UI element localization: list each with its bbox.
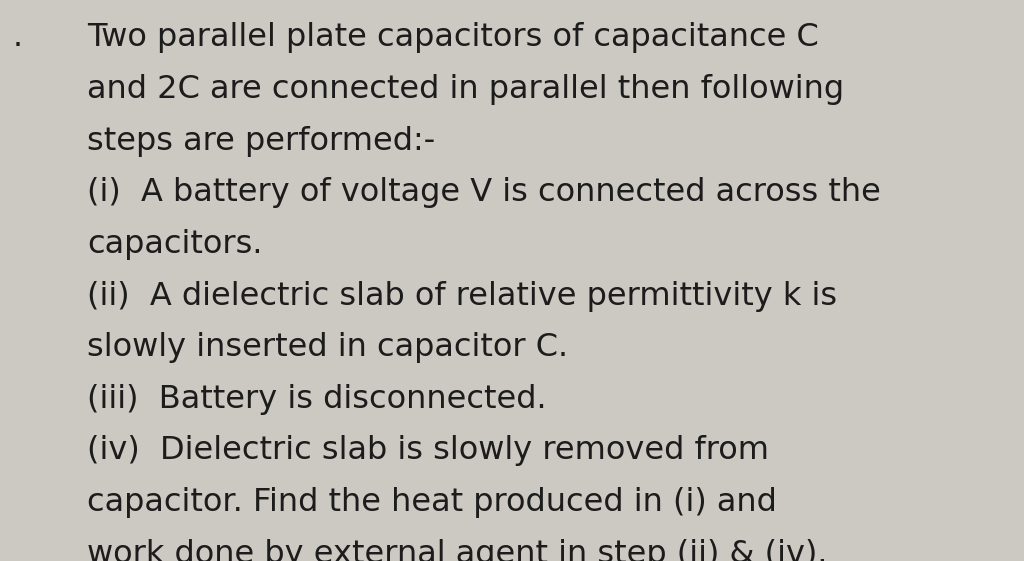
Text: (ii)  A dielectric slab of relative permittivity k is: (ii) A dielectric slab of relative permi… [87,280,838,311]
Text: (i)  A battery of voltage V is connected across the: (i) A battery of voltage V is connected … [87,177,881,208]
Text: capacitor. Find the heat produced in (i) and: capacitor. Find the heat produced in (i)… [87,487,777,518]
Text: capacitors.: capacitors. [87,229,262,260]
Text: (iii)  Battery is disconnected.: (iii) Battery is disconnected. [87,384,547,415]
Text: work done by external agent in step (ii) & (iv).: work done by external agent in step (ii)… [87,539,827,561]
Text: and 2C are connected in parallel then following: and 2C are connected in parallel then fo… [87,74,844,105]
Text: .: . [12,22,23,53]
Text: Two parallel plate capacitors of capacitance C: Two parallel plate capacitors of capacit… [87,22,819,53]
Text: slowly inserted in capacitor C.: slowly inserted in capacitor C. [87,332,568,363]
Text: (iv)  Dielectric slab is slowly removed from: (iv) Dielectric slab is slowly removed f… [87,435,769,466]
Text: steps are performed:-: steps are performed:- [87,126,435,157]
